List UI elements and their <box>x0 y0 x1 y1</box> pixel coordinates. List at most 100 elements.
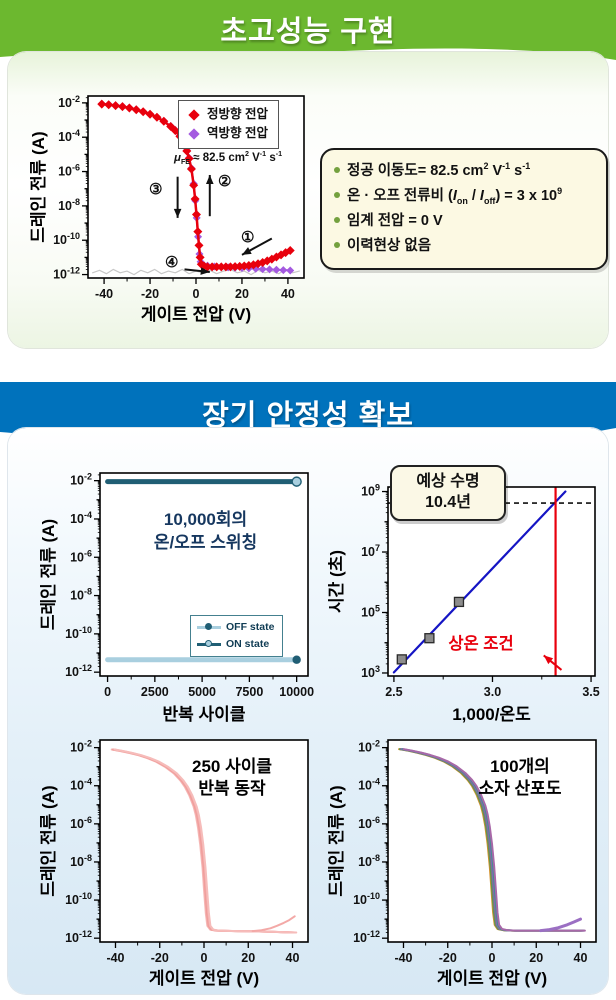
svg-text:3.0: 3.0 <box>484 685 501 699</box>
room-temp-label: 상온 조건 <box>448 635 514 653</box>
svg-text:10-10: 10-10 <box>353 891 380 907</box>
bullet-icon <box>334 191 340 198</box>
info-onoff-ratio: 온 · 오프 전류비 (Ion / Ioff) = 3 x 109 <box>334 184 598 209</box>
off-line-icon <box>197 622 221 630</box>
svg-text:10-4: 10-4 <box>358 777 380 793</box>
info-threshold: 임계 전압 = 0 V <box>334 209 598 234</box>
svg-text:10-12: 10-12 <box>65 663 92 679</box>
svg-text:-20: -20 <box>141 287 159 301</box>
legend-label-on: ON state <box>226 637 270 650</box>
info-threshold-text: 임계 전압 = 0 V <box>347 213 443 230</box>
svg-text:0: 0 <box>193 287 200 301</box>
svg-text:10-6: 10-6 <box>358 815 380 831</box>
svg-text:2500: 2500 <box>141 685 169 699</box>
cycle-repeatability-chart: 10-12 10-10 10-8 10-6 10-4 10-2 -40 -20 0 20 40 게이트… <box>40 730 325 990</box>
legend-label-off: OFF state <box>226 621 275 633</box>
svg-text:10-12: 10-12 <box>353 929 380 945</box>
svg-text:10-2: 10-2 <box>70 472 92 488</box>
svg-text:3.5: 3.5 <box>582 685 599 699</box>
svg-text:-20: -20 <box>439 951 457 965</box>
on-line-icon <box>197 639 221 647</box>
svg-text:10-8: 10-8 <box>58 197 80 213</box>
svg-text:10000: 10000 <box>279 685 314 699</box>
svg-text:10-12: 10-12 <box>53 266 80 282</box>
svg-text:103: 103 <box>361 664 380 680</box>
transfer-legend: 정방향 전압 역방향 전압 <box>178 100 279 149</box>
bullet-icon <box>334 167 340 173</box>
svg-text:드레인 전류 (A): 드레인 전류 (A) <box>40 785 58 896</box>
svg-text:10-2: 10-2 <box>358 739 380 755</box>
svg-text:드레인 전류 (A): 드레인 전류 (A) <box>328 785 346 896</box>
cycles-note: 250 사이클 반복 동작 <box>191 757 272 799</box>
legend-row-off: OFF state <box>197 619 274 636</box>
svg-text:40: 40 <box>286 951 300 965</box>
forward-diamond-icon <box>188 109 200 121</box>
section2-title: 장기 안정성 확보 <box>202 400 414 432</box>
info-hysteresis: 이력현상 없음 <box>334 234 598 259</box>
switching-endurance-chart: 10-12 10-10 10-8 10-6 10-4 10-2 0 2500 5000 7500 1… <box>40 463 325 726</box>
svg-text:-20: -20 <box>151 951 169 965</box>
svg-text:10-6: 10-6 <box>70 815 92 831</box>
svg-text:10-8: 10-8 <box>70 587 92 603</box>
legend-row-forward: 정방향 전압 <box>185 105 268 124</box>
svg-text:107: 107 <box>361 543 380 559</box>
svg-text:10-10: 10-10 <box>53 231 80 247</box>
svg-text:0: 0 <box>104 685 111 699</box>
svg-text:-40: -40 <box>106 951 124 965</box>
svg-text:7500: 7500 <box>235 685 263 699</box>
performance-info-box: 정공 이동도= 82.5 cm2 V-1 s-1 온 · 오프 전류비 (Ion… <box>320 148 608 270</box>
legend-row-on: ON state <box>197 636 274 653</box>
svg-text:게이트 전압 (V): 게이트 전압 (V) <box>149 968 259 988</box>
svg-text:-40: -40 <box>95 287 113 301</box>
svg-text:40: 40 <box>281 287 295 301</box>
svg-text:게이트 전압 (V): 게이트 전압 (V) <box>437 968 547 988</box>
mobility-annotation: μFE ≈ 82.5 cm2 V-1 s-1 <box>174 150 283 167</box>
sweep-step-3: ③ <box>149 181 163 198</box>
info-mobility-text: 정공 이동도= 82.5 cm2 V-1 s-1 <box>347 161 531 179</box>
svg-text:10-10: 10-10 <box>65 625 92 641</box>
devices-note: 100개의 소자 산포도 <box>478 757 562 799</box>
svg-text:드레인 전류 (A): 드레인 전류 (A) <box>30 131 48 242</box>
legend-label-forward: 정방향 전압 <box>207 107 268 121</box>
info-hysteresis-text: 이력현상 없음 <box>347 238 432 255</box>
legend-label-reverse: 역방향 전압 <box>207 126 268 141</box>
svg-text:2.5: 2.5 <box>385 685 402 699</box>
sweep-step-2: ② <box>218 173 232 190</box>
svg-text:게이트 전압 (V): 게이트 전압 (V) <box>141 304 251 324</box>
bullet-icon <box>334 217 340 224</box>
lifetime-callout: 예상 수명 10.4년 <box>390 465 506 521</box>
switching-note: 10,000회의 온/오프 스위칭 <box>153 510 258 552</box>
svg-text:20: 20 <box>241 951 255 965</box>
section1-title: 초고성능 구현 <box>220 16 396 48</box>
on-marker-icon <box>205 639 212 647</box>
svg-text:10-4: 10-4 <box>70 777 92 793</box>
svg-text:10-6: 10-6 <box>70 548 92 564</box>
svg-text:10-2: 10-2 <box>70 739 92 755</box>
svg-text:109: 109 <box>361 483 380 499</box>
svg-text:10-6: 10-6 <box>58 163 80 179</box>
reverse-diamond-icon <box>188 128 200 140</box>
svg-text:10-2: 10-2 <box>58 94 80 110</box>
device-distribution-chart: 10-12 10-10 10-8 10-6 10-4 10-2 -40 -20 0 20 40 게이트… <box>328 730 613 990</box>
svg-text:시간 (초): 시간 (초) <box>328 550 346 613</box>
svg-text:10-8: 10-8 <box>358 853 380 869</box>
svg-text:105: 105 <box>361 603 380 619</box>
svg-text:10-12: 10-12 <box>65 929 92 945</box>
svg-text:0: 0 <box>489 951 496 965</box>
bullet-icon <box>334 242 340 249</box>
svg-text:10-4: 10-4 <box>70 510 92 526</box>
sweep-step-1: ① <box>241 229 255 246</box>
svg-text:20: 20 <box>235 287 249 301</box>
svg-text:드레인 전류 (A): 드레인 전류 (A) <box>40 519 58 630</box>
transfer-curve-chart: 10-12 10-10 10-8 10-6 10-4 10-2 -40 -20 0 20 40 게이트… <box>30 86 330 326</box>
svg-text:10-4: 10-4 <box>58 128 80 144</box>
svg-text:20: 20 <box>529 951 543 965</box>
lifetime-chart: 103 105 107 109 2.5 3.0 3.5 1,000/온도 시간 (초) 예상 수… <box>328 463 613 726</box>
info-onoff-text: 온 · 오프 전류비 (Ion / Ioff) = 3 x 109 <box>347 186 563 206</box>
legend-row-reverse: 역방향 전압 <box>185 124 268 143</box>
svg-text:0: 0 <box>201 951 208 965</box>
svg-text:반복 사이클: 반복 사이클 <box>163 705 246 724</box>
svg-text:10-10: 10-10 <box>65 891 92 907</box>
sweep-step-4: ④ <box>165 254 179 271</box>
